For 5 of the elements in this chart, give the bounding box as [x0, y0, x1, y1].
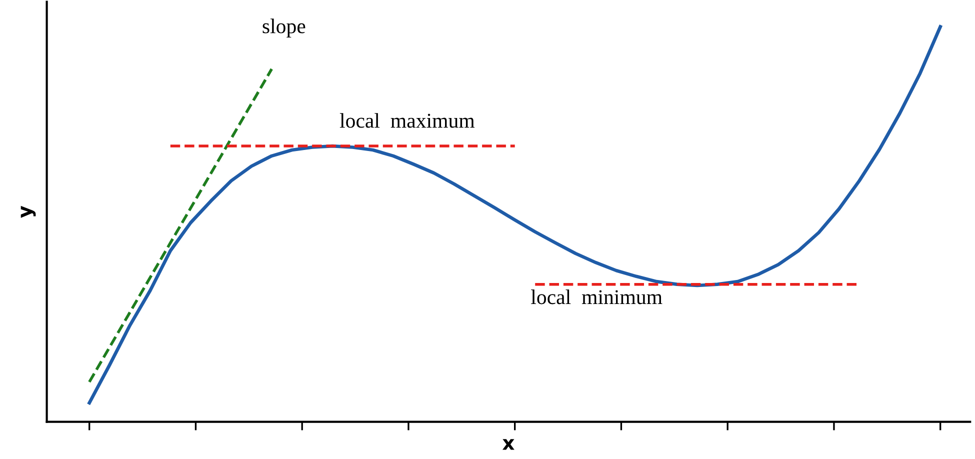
annotation: local maximum: [340, 113, 475, 128]
y-axis-title: y: [20, 206, 36, 218]
annotation: slope: [262, 18, 306, 38]
annotation: local minimum: [531, 290, 662, 304]
x-axis-title: x: [502, 439, 514, 450]
